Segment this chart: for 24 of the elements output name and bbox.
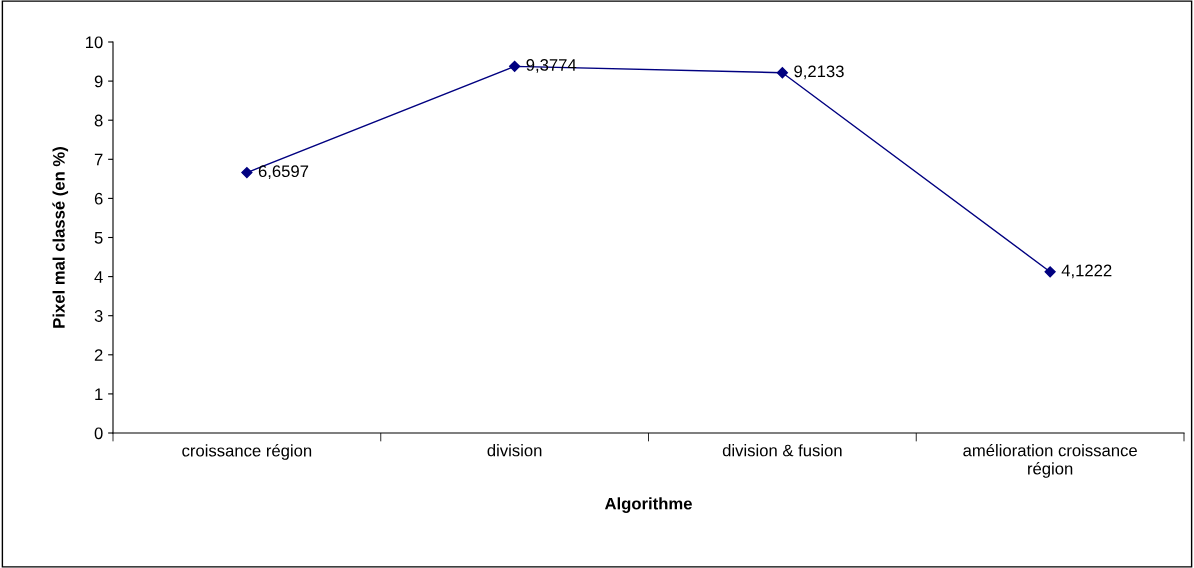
y-tick-label: 0: [94, 427, 103, 440]
point: [776, 67, 788, 79]
x-tick-label: amélioration croissance région: [963, 443, 1137, 478]
y-tick-label: 6: [94, 192, 103, 205]
y-tick-label: 10: [86, 36, 103, 49]
y-tick-label: 8: [94, 114, 103, 127]
y-tick-label: 4: [94, 271, 103, 283]
x-tick-label: division: [487, 444, 542, 457]
y-tick-label: 2: [94, 349, 103, 361]
y-tick-label: 5: [94, 232, 103, 244]
y-tick-label: 1: [95, 388, 103, 400]
x-tick-label: division & fusion: [722, 444, 842, 457]
data-label: 9,2133: [794, 65, 844, 80]
y-tick-label: 3: [94, 310, 103, 322]
data-label: 6,6597: [258, 165, 309, 180]
point: [1044, 266, 1056, 278]
y-tick-label: 7: [94, 153, 103, 166]
data-label: 4,1222: [1061, 264, 1112, 279]
point: [241, 167, 253, 179]
y-axis-title: Pixel mal classé (en %): [52, 147, 69, 328]
point: [509, 60, 521, 72]
x-tick-label: croissance région: [182, 444, 312, 460]
y-tick-label: 9: [94, 75, 103, 88]
x-axis-title: Algorithme: [604, 497, 692, 513]
